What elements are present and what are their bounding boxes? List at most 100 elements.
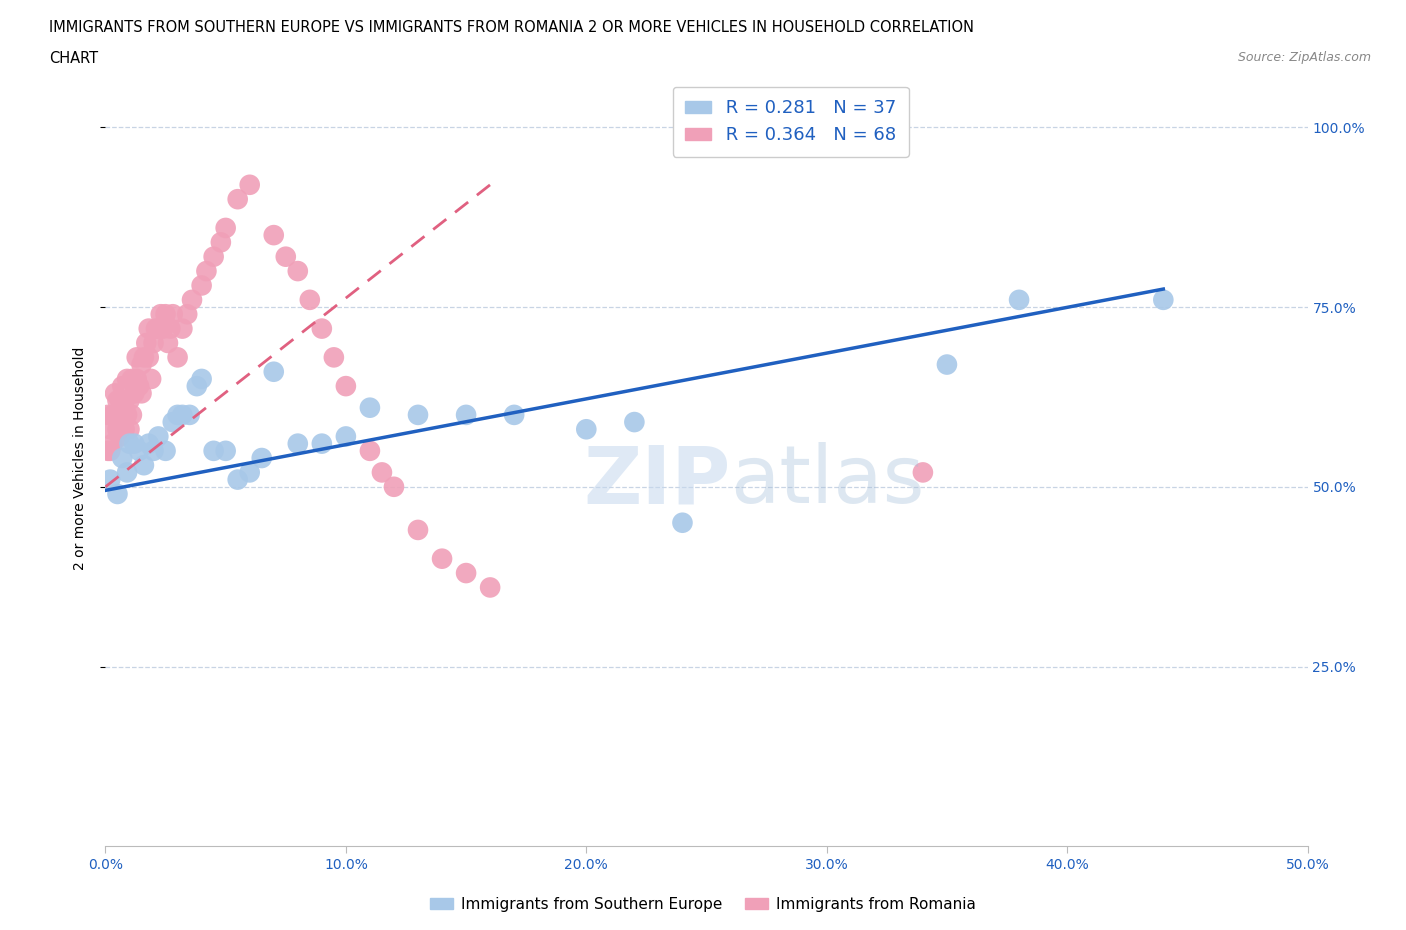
Point [124, 386, 146, 401]
Point [406, 407, 429, 422]
Point [911, 465, 934, 480]
Point [121, 371, 143, 386]
Point [128, 379, 150, 393]
Point [142, 336, 165, 351]
Point [359, 400, 381, 415]
Point [124, 436, 146, 451]
Point [156, 336, 179, 351]
Point [131, 357, 153, 372]
Point [97, 444, 120, 458]
Point [322, 350, 344, 365]
Point [135, 336, 157, 351]
Point [118, 422, 141, 437]
Point [138, 321, 160, 336]
Point [111, 451, 134, 466]
Point [138, 436, 160, 451]
Y-axis label: 2 or more Vehicles in Household: 2 or more Vehicles in Household [73, 346, 87, 570]
Point [131, 386, 153, 401]
Point [311, 321, 333, 336]
Point [148, 429, 170, 444]
Point [115, 371, 138, 386]
Point [107, 393, 129, 408]
Point [108, 429, 131, 444]
Point [454, 565, 477, 580]
Point [142, 444, 165, 458]
Point [186, 379, 208, 393]
Point [118, 436, 141, 451]
Point [107, 422, 129, 437]
Text: CHART: CHART [49, 51, 98, 66]
Point [287, 436, 309, 451]
Point [107, 486, 129, 501]
Point [97, 407, 120, 422]
Point [298, 292, 321, 307]
Point [430, 551, 453, 566]
Point [190, 371, 212, 386]
Point [155, 307, 177, 322]
Point [108, 393, 131, 408]
Point [195, 263, 218, 278]
Point [104, 386, 127, 401]
Point [209, 235, 232, 250]
Point [149, 307, 172, 322]
Point [162, 415, 184, 430]
Point [263, 228, 285, 243]
Point [479, 580, 502, 595]
Point [101, 407, 124, 422]
Point [181, 292, 204, 307]
Point [155, 444, 177, 458]
Point [335, 429, 357, 444]
Point [202, 444, 225, 458]
Point [138, 350, 160, 365]
Point [98, 472, 121, 487]
Point [121, 407, 143, 422]
Point [239, 465, 262, 480]
Point [125, 350, 148, 365]
Point [128, 444, 150, 458]
Point [359, 444, 381, 458]
Point [145, 321, 167, 336]
Point [214, 220, 236, 235]
Point [575, 422, 598, 437]
Point [936, 357, 959, 372]
Point [101, 436, 124, 451]
Point [371, 465, 394, 480]
Point [98, 422, 121, 437]
Point [132, 350, 155, 365]
Point [176, 307, 198, 322]
Point [98, 444, 121, 458]
Text: IMMIGRANTS FROM SOUTHERN EUROPE VS IMMIGRANTS FROM ROMANIA 2 OR MORE VEHICLES IN: IMMIGRANTS FROM SOUTHERN EUROPE VS IMMIG… [49, 20, 974, 35]
Text: Source: ZipAtlas.com: Source: ZipAtlas.com [1237, 51, 1371, 64]
Point [214, 444, 236, 458]
Point [115, 465, 138, 480]
Point [148, 321, 170, 336]
Point [406, 523, 429, 538]
Text: ZIP: ZIP [583, 443, 731, 520]
Point [162, 307, 184, 322]
Point [152, 321, 174, 336]
Point [454, 407, 477, 422]
Text: atlas: atlas [731, 443, 925, 520]
Legend:  R = 0.281   N = 37,  R = 0.364   N = 68: R = 0.281 N = 37, R = 0.364 N = 68 [672, 86, 908, 157]
Point [118, 393, 141, 408]
Point [226, 472, 249, 487]
Point [287, 263, 309, 278]
Point [335, 379, 357, 393]
Point [114, 393, 136, 408]
Point [1008, 292, 1031, 307]
Point [623, 415, 645, 430]
Point [139, 371, 162, 386]
Point [226, 192, 249, 206]
Point [132, 458, 155, 472]
Point [114, 422, 136, 437]
Point [311, 436, 333, 451]
Point [115, 407, 138, 422]
Point [159, 321, 181, 336]
Point [125, 371, 148, 386]
Point [503, 407, 526, 422]
Point [104, 407, 127, 422]
Point [202, 249, 225, 264]
Point [166, 407, 188, 422]
Point [172, 321, 194, 336]
Point [382, 479, 405, 494]
